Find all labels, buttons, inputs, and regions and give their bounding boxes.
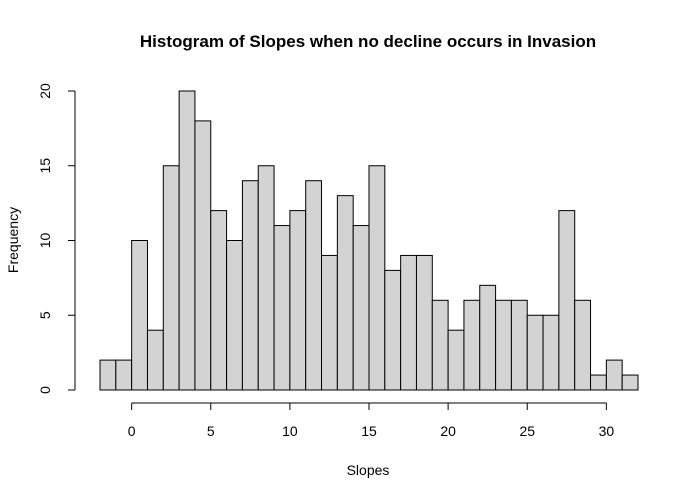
x-tick-label-5: 25 — [519, 423, 535, 439]
histogram-bar-31 — [590, 374, 607, 391]
histogram-bar-3 — [146, 329, 164, 391]
histogram-bar-28 — [542, 314, 560, 391]
histogram-bar-23 — [463, 299, 481, 391]
x-tick-label-2: 10 — [282, 423, 298, 439]
x-tick-label-1: 5 — [207, 423, 215, 439]
x-tick-label-3: 15 — [361, 423, 377, 439]
y-tick-label-2: 10 — [37, 233, 53, 249]
histogram-bar-5 — [178, 90, 196, 391]
histogram-bar-13 — [305, 180, 323, 391]
x-tick-label-6: 30 — [599, 423, 615, 439]
histogram-bar-6 — [194, 120, 212, 391]
histogram-bar-33 — [621, 374, 639, 391]
y-tick-label-1: 5 — [37, 311, 53, 319]
histogram-bar-4 — [162, 165, 180, 391]
histogram-bar-24 — [479, 284, 497, 391]
histogram-bar-20 — [415, 254, 433, 391]
histogram-bar-12 — [289, 210, 307, 391]
histogram-bar-9 — [241, 180, 259, 391]
histogram-bar-8 — [226, 240, 243, 391]
histogram-bar-14 — [321, 254, 338, 391]
histogram-bar-16 — [352, 225, 370, 391]
histogram-bar-15 — [336, 195, 354, 391]
y-axis: 0 5 10 15 20 — [37, 83, 76, 394]
histogram-bar-25 — [495, 299, 512, 391]
histogram-bar-26 — [510, 299, 528, 391]
histogram-bar-19 — [400, 254, 417, 391]
histogram-bar-11 — [273, 225, 291, 391]
bars-group — [99, 90, 639, 391]
histogram-bar-29 — [558, 210, 576, 391]
x-tick-label-0: 0 — [128, 423, 136, 439]
y-tick-label-3: 15 — [37, 158, 53, 174]
histogram-bar-7 — [210, 210, 228, 391]
x-axis-label: Slopes — [347, 462, 390, 478]
histogram-bar-0 — [99, 359, 117, 391]
x-tick-label-4: 20 — [440, 423, 456, 439]
histogram-bar-2 — [131, 240, 148, 391]
histogram-bar-18 — [384, 269, 402, 391]
chart-title: Histogram of Slopes when no decline occu… — [140, 32, 596, 51]
y-tick-label-0: 0 — [37, 386, 53, 394]
histogram-bar-21 — [431, 299, 449, 391]
histogram-bar-10 — [257, 165, 275, 391]
histogram-bar-27 — [526, 314, 544, 391]
histogram-bar-22 — [447, 329, 465, 391]
histogram-bar-32 — [605, 359, 623, 391]
x-axis: 0 5 10 15 20 25 30 — [128, 402, 615, 439]
y-tick-label-4: 20 — [37, 83, 53, 99]
histogram-bar-30 — [574, 299, 592, 391]
y-axis-label: Frequency — [5, 207, 21, 273]
histogram-bar-17 — [368, 165, 386, 391]
histogram-bar-1 — [115, 359, 133, 391]
